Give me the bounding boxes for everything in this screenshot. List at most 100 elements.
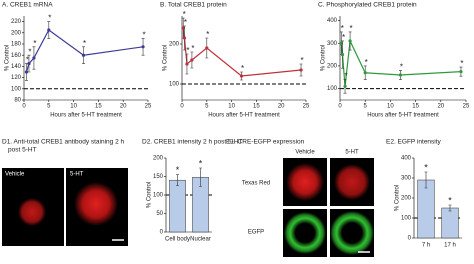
bar — [441, 207, 459, 239]
image-label: Vehicle — [5, 172, 25, 178]
y-axis-label: % Control — [163, 45, 169, 71]
significance: * — [83, 39, 86, 48]
y-tick-label: 180 — [11, 42, 22, 48]
point — [363, 71, 367, 75]
x-tick-label: 15 — [412, 104, 419, 110]
cell — [18, 198, 46, 226]
significance: * — [344, 72, 347, 81]
y-axis-label: % Control — [5, 45, 11, 71]
x-axis-label: Hours after 5-HT treatment — [50, 113, 122, 119]
point — [185, 62, 189, 66]
x-tick-label: 10 — [70, 104, 77, 110]
column-label: Vehicle — [295, 150, 315, 156]
significance: * — [28, 47, 31, 56]
cell — [74, 182, 118, 226]
y-axis-label: % Control — [395, 185, 401, 211]
y-tick-label: 200 — [169, 42, 180, 48]
significance: * — [186, 46, 189, 55]
point — [141, 45, 145, 49]
point — [27, 62, 31, 66]
significance: * — [33, 39, 36, 48]
panel-title: D1. Anti-total CREB1 antibody staining 2… — [2, 139, 125, 146]
chart-title: C. Phosphorylated CREB1 protein — [318, 2, 417, 9]
row-label: EGFP — [248, 230, 264, 236]
significance: * — [241, 64, 244, 73]
x-tick-label: 25 — [463, 104, 470, 110]
chart-title: B. Total CREB1 protein — [160, 2, 227, 9]
cell — [334, 164, 370, 200]
significance: * — [460, 59, 463, 68]
significance: * — [142, 31, 145, 40]
y-tick-label: 300 — [327, 41, 338, 47]
point — [182, 36, 187, 40]
error-bar — [448, 204, 452, 212]
y-tick-label: 160 — [11, 53, 22, 59]
y-tick-label: 100 — [153, 193, 164, 199]
point — [190, 58, 194, 62]
y-tick-label: 300 — [401, 176, 412, 182]
significance: * — [199, 158, 203, 168]
point — [340, 52, 345, 57]
y-tick-label: 120 — [11, 75, 22, 81]
y-tick-label: 100 — [169, 82, 180, 88]
y-tick-label: 200 — [401, 196, 412, 202]
error-bar — [199, 167, 202, 187]
x-tick-label: Nuclear — [190, 237, 211, 243]
chart-title: D2. CREB1 intensity 2 h post 5-HT — [142, 139, 242, 146]
x-tick-label: 15 — [253, 104, 260, 110]
significance: * — [176, 165, 180, 175]
x-tick-label: 5 — [364, 104, 368, 110]
point — [81, 53, 86, 57]
y-tick-label: 220 — [11, 19, 22, 25]
point — [239, 74, 244, 78]
significance: * — [191, 44, 194, 53]
point — [339, 41, 343, 45]
y-tick-label: 0 — [408, 236, 412, 242]
x-tick-label: 15 — [95, 104, 102, 110]
point — [459, 70, 463, 74]
x-tick-label: 25 — [303, 104, 310, 110]
x-tick-label: 5 — [205, 104, 209, 110]
significance: * — [424, 162, 428, 172]
bar — [169, 179, 186, 233]
x-tick-label: 5 — [47, 104, 51, 110]
point — [348, 39, 352, 43]
significance: * — [48, 14, 51, 23]
y-tick-label: 100 — [327, 86, 338, 92]
cell — [330, 211, 374, 255]
line — [25, 29, 144, 73]
image-label: 5-HT — [70, 172, 84, 178]
y-tick-label: 400 — [327, 18, 338, 24]
x-axis-label: Hours after 5-HT treatment — [367, 113, 439, 119]
point — [343, 84, 347, 88]
x-tick-label: 0 — [22, 104, 26, 110]
significance: * — [365, 58, 368, 67]
significance: * — [341, 24, 344, 33]
y-tick-label: 50 — [156, 211, 163, 217]
point — [398, 73, 403, 77]
x-tick-label: 20 — [437, 104, 444, 110]
significance: * — [26, 56, 29, 65]
x-tick-label: 0 — [180, 104, 184, 110]
y-axis-label: % Control — [321, 45, 327, 71]
significance: * — [400, 63, 403, 72]
significance: * — [448, 195, 452, 205]
point — [47, 28, 51, 32]
x-tick-label: 10 — [387, 104, 394, 110]
cell — [284, 212, 326, 254]
y-tick-label: 200 — [153, 156, 164, 162]
point — [299, 68, 303, 72]
significance: * — [184, 18, 187, 27]
y-axis-label: % Control — [147, 182, 153, 208]
chart-title: E2. EGFP intensity — [386, 139, 442, 146]
x-tick-label: 17 h — [444, 243, 456, 249]
significance: * — [206, 30, 209, 39]
x-tick-label: 20 — [120, 104, 127, 110]
x-tick-label: 0 — [338, 104, 342, 110]
point — [24, 70, 29, 74]
y-tick-label: 200 — [11, 30, 22, 36]
significance: * — [350, 24, 353, 33]
y-tick-label: 200 — [327, 64, 338, 70]
x-tick-label: 25 — [145, 104, 152, 110]
